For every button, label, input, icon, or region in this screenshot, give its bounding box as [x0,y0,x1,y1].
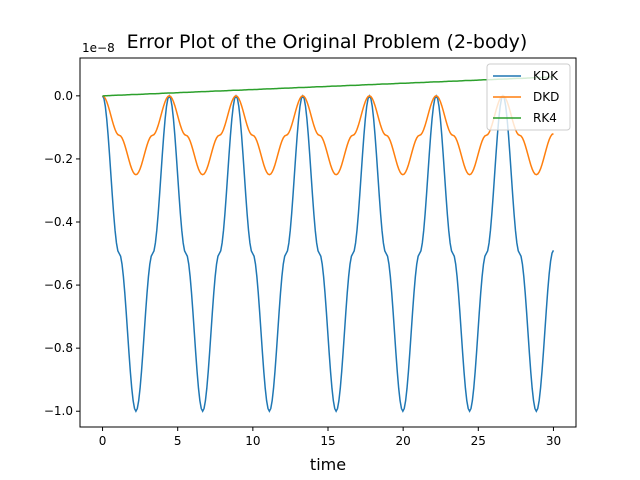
y-tick-label: −0.2 [44,152,73,166]
chart-title: Error Plot of the Original Problem (2-bo… [127,31,528,53]
legend-label-kdk: KDK [533,69,559,83]
y-tick-label: −0.8 [44,341,73,355]
x-tick-label: 20 [396,434,411,448]
x-tick-label: 15 [320,434,335,448]
y-offset-label: 1e−8 [82,41,115,55]
x-tick-label: 0 [99,434,107,448]
x-tick-label: 25 [471,434,486,448]
y-tick-label: −1.0 [44,404,73,418]
legend-label-dkd: DKD [533,90,559,104]
y-tick-label: 0.0 [54,89,73,103]
x-tick-label: 30 [546,434,561,448]
x-tick-label: 10 [245,434,260,448]
x-tick-label: 5 [174,434,182,448]
y-axis: −1.0 −0.8 −0.6 −0.4 −0.2 0.0 [44,89,80,418]
series-line-kdk [101,94,555,413]
series-line-dkd [102,95,554,176]
legend-box [486,63,571,131]
legend: KDK DKD RK4 [486,63,571,131]
legend-label-rk4: RK4 [533,111,557,125]
series-line-rk4 [102,76,554,97]
y-tick-label: −0.6 [44,278,73,292]
legend-items: KDK DKD RK4 [493,69,559,125]
x-axis-label: time [310,455,346,474]
y-tick-label: −0.4 [44,215,73,229]
series-layer [101,76,555,413]
x-axis: 0 5 10 15 20 25 30 [99,427,561,448]
